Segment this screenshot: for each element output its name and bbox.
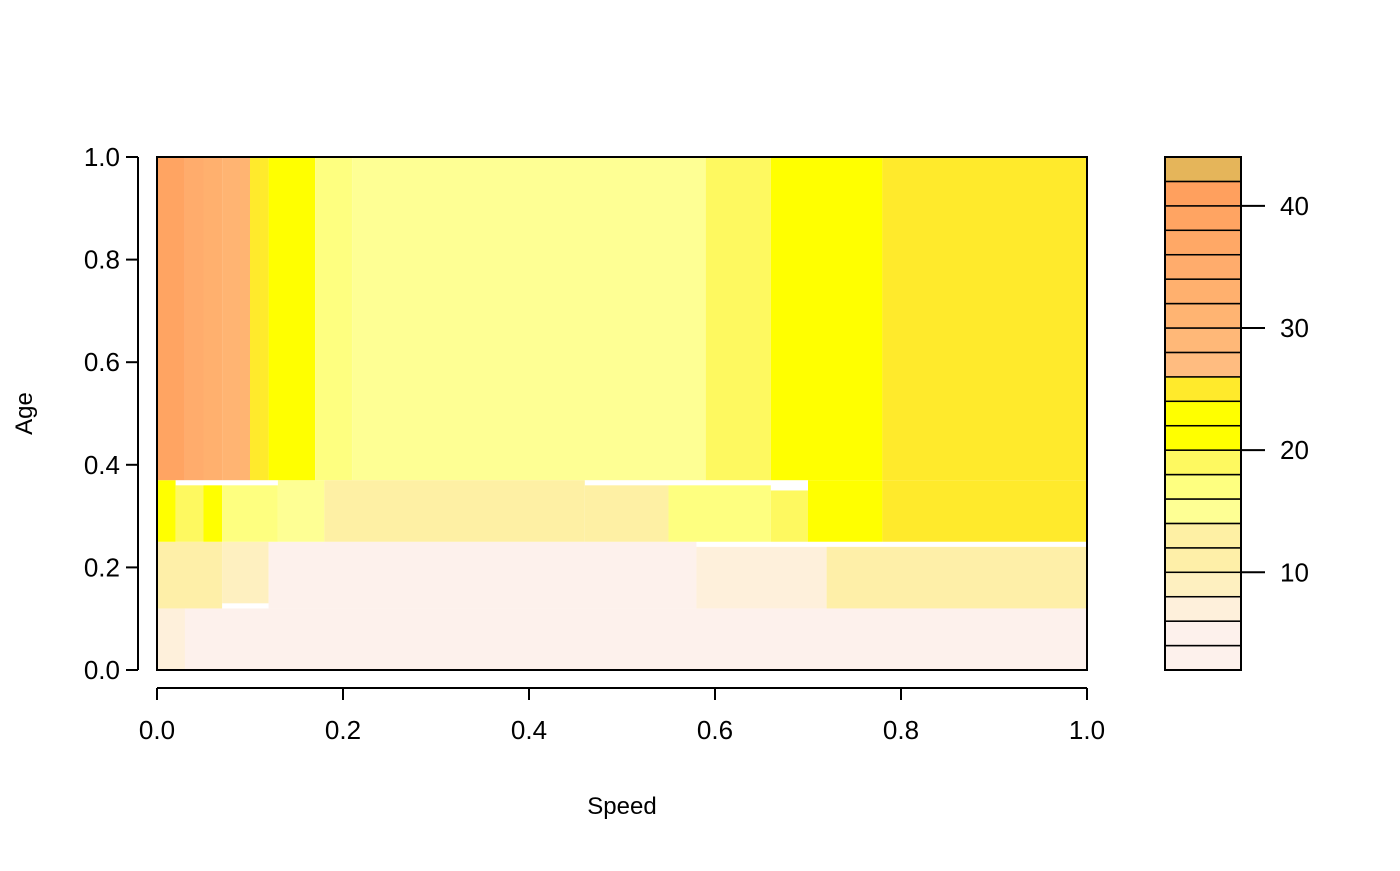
colorbar-tick-label: 10 (1280, 557, 1309, 587)
x-axis: 0.0 0.2 0.4 0.6 0.8 1.0 (139, 687, 1105, 745)
heatmap-cell (770, 490, 808, 542)
heatmap-cell (324, 480, 585, 542)
heatmap-cell (668, 485, 771, 542)
heatmap-cell (882, 480, 1087, 542)
y-tick-label: 0.0 (84, 655, 120, 685)
colorbar-tick-label: 30 (1280, 313, 1309, 343)
colorbar-level (1164, 620, 1242, 647)
heatmap-cell (770, 157, 883, 481)
colorbar-level (1164, 351, 1242, 378)
colorbar (1164, 156, 1242, 671)
colorbar-frame (1164, 156, 1242, 671)
heatmap-cell (696, 546, 827, 609)
heatmap-cell (352, 157, 706, 481)
y-axis-title: Age (11, 392, 38, 435)
y-tick-label: 0.6 (84, 347, 120, 377)
heatmap-cell (203, 485, 223, 542)
x-tick-label: 0.6 (697, 715, 733, 745)
heatmap-cell (826, 546, 1087, 609)
heatmap-cell (222, 541, 269, 604)
colorbar-level (1164, 376, 1242, 403)
colorbar-level (1164, 278, 1242, 305)
heatmap-cell (203, 157, 223, 481)
heatmap-cell (157, 608, 185, 670)
plot-frame (156, 156, 1088, 671)
x-tick-label: 1.0 (1069, 715, 1105, 745)
colorbar-level (1164, 180, 1242, 207)
colorbar-level (1164, 424, 1242, 451)
colorbar-level (1164, 327, 1242, 354)
heatmap-cell (157, 608, 1087, 670)
colorbar-level (1164, 473, 1242, 500)
colorbar-tick-label: 20 (1280, 435, 1309, 465)
heatmap-cell (808, 480, 883, 542)
heatmap-cell (268, 157, 316, 481)
heatmap-cell (250, 157, 269, 481)
colorbar-level (1164, 449, 1242, 476)
heatmap-cell (584, 485, 669, 542)
colorbar-level (1164, 498, 1242, 525)
heatmap-cell (175, 485, 204, 542)
colorbar-level (1164, 522, 1242, 549)
heatmap-cell (315, 157, 353, 481)
colorbar-level (1164, 205, 1242, 232)
heatmap-cell (268, 541, 697, 609)
colorbar-level (1164, 156, 1242, 183)
colorbar-level (1164, 571, 1242, 598)
y-tick-label: 0.8 (84, 245, 120, 275)
y-axis: 0.0 0.2 0.4 0.6 0.8 1.0 (84, 142, 139, 685)
heatmap-cell (705, 157, 771, 481)
heatmap-cell (222, 157, 250, 481)
x-tick-label: 0.2 (325, 715, 361, 745)
y-tick-label: 1.0 (84, 142, 120, 172)
colorbar-level (1164, 644, 1242, 671)
colorbar-level (1164, 595, 1242, 622)
x-tick-label: 0.0 (139, 715, 175, 745)
heatmap-cell (277, 480, 325, 542)
x-axis-title: Speed (587, 793, 656, 820)
heatmap-cell (157, 157, 185, 481)
x-tick-label: 0.4 (511, 715, 547, 745)
heatmap-cell (157, 541, 223, 609)
y-tick-label: 0.2 (84, 552, 120, 582)
colorbar-axis: 10 20 30 40 (1241, 191, 1309, 587)
y-tick-label: 0.4 (84, 450, 120, 480)
heatmap-cell (157, 480, 176, 542)
heatmap-regions (157, 157, 1087, 670)
heatmap-cell (184, 157, 204, 481)
heatmap-cell (222, 485, 278, 542)
colorbar-level (1164, 229, 1242, 256)
colorbar-level (1164, 400, 1242, 427)
colorbar-level (1164, 547, 1242, 574)
colorbar-level (1164, 253, 1242, 280)
heatmap-cell (882, 157, 1087, 481)
x-tick-label: 0.8 (883, 715, 919, 745)
colorbar-tick-label: 40 (1280, 191, 1309, 221)
colorbar-level (1164, 302, 1242, 329)
